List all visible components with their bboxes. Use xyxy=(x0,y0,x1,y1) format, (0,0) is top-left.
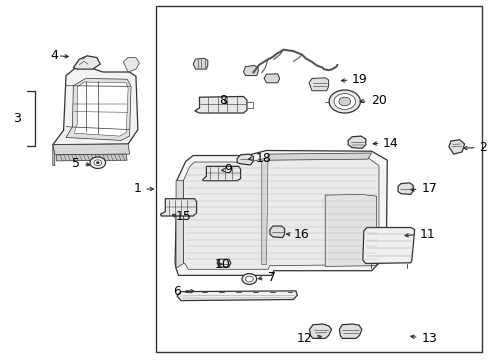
Text: 20: 20 xyxy=(370,94,386,107)
Text: 12: 12 xyxy=(296,332,311,345)
Text: 11: 11 xyxy=(419,228,434,241)
Polygon shape xyxy=(176,181,183,268)
Circle shape xyxy=(90,157,105,168)
Text: 3: 3 xyxy=(13,112,20,125)
Polygon shape xyxy=(193,58,207,69)
Text: 17: 17 xyxy=(421,183,436,195)
Polygon shape xyxy=(362,228,414,264)
Polygon shape xyxy=(123,58,139,72)
Polygon shape xyxy=(160,199,196,216)
Polygon shape xyxy=(347,136,365,148)
Polygon shape xyxy=(175,150,386,275)
Text: 9: 9 xyxy=(224,163,231,176)
Text: 14: 14 xyxy=(382,137,397,150)
Polygon shape xyxy=(243,66,258,76)
Bar xyxy=(155,6,481,352)
Text: 8: 8 xyxy=(219,94,226,107)
Text: 15: 15 xyxy=(176,210,191,223)
Text: 2: 2 xyxy=(478,141,486,154)
Polygon shape xyxy=(203,166,240,181)
Text: 19: 19 xyxy=(351,73,367,86)
Polygon shape xyxy=(53,145,55,166)
Polygon shape xyxy=(308,78,328,91)
Polygon shape xyxy=(309,324,331,338)
Polygon shape xyxy=(53,144,129,155)
Circle shape xyxy=(245,276,253,282)
Circle shape xyxy=(328,90,360,113)
Text: 13: 13 xyxy=(421,332,436,345)
Text: 5: 5 xyxy=(72,157,80,170)
Polygon shape xyxy=(73,56,100,69)
Text: 1: 1 xyxy=(134,183,142,195)
Polygon shape xyxy=(397,183,412,194)
Polygon shape xyxy=(177,291,297,301)
Polygon shape xyxy=(267,153,371,160)
Polygon shape xyxy=(325,194,376,266)
Text: 16: 16 xyxy=(293,228,308,241)
Polygon shape xyxy=(237,154,253,165)
Circle shape xyxy=(96,162,99,164)
Polygon shape xyxy=(183,158,378,269)
Polygon shape xyxy=(53,68,138,145)
Text: 6: 6 xyxy=(173,285,181,298)
Polygon shape xyxy=(339,324,361,338)
Text: 7: 7 xyxy=(267,271,275,284)
Polygon shape xyxy=(261,160,267,265)
Text: 4: 4 xyxy=(51,49,59,62)
Text: 18: 18 xyxy=(255,152,270,165)
Polygon shape xyxy=(66,78,131,140)
Circle shape xyxy=(94,160,102,166)
Circle shape xyxy=(333,94,355,109)
Polygon shape xyxy=(269,226,284,238)
Circle shape xyxy=(338,97,350,106)
Polygon shape xyxy=(448,140,464,154)
Polygon shape xyxy=(264,74,279,83)
Polygon shape xyxy=(56,154,127,161)
Polygon shape xyxy=(217,259,230,267)
Text: 10: 10 xyxy=(215,258,230,271)
Circle shape xyxy=(242,274,256,284)
Polygon shape xyxy=(74,82,128,136)
Polygon shape xyxy=(194,96,246,113)
